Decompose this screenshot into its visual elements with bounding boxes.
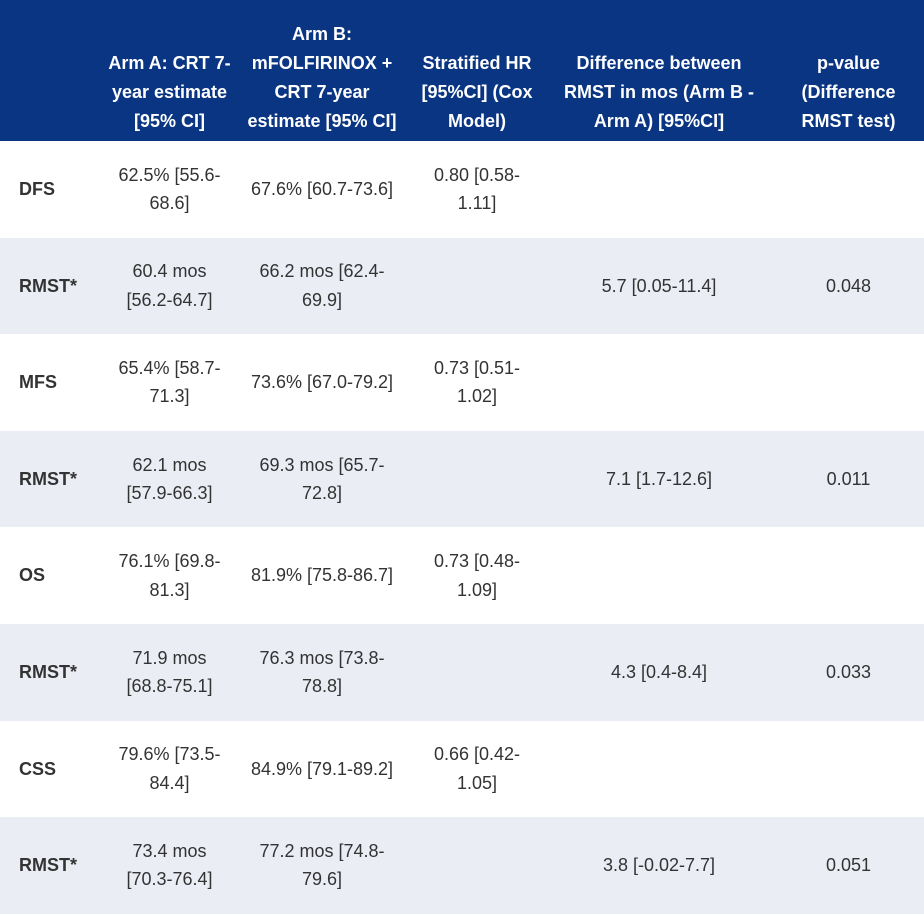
table-row: MFS 65.4% [58.7-71.3] 73.6% [67.0-79.2] … xyxy=(0,334,924,431)
cell-hr: 0.66 [0.42-1.05] xyxy=(433,744,521,793)
cell-endpoint: OS xyxy=(19,565,46,586)
table-row: OS 76.1% [69.8-81.3] 81.9% [75.8-86.7] 0… xyxy=(0,527,924,624)
header-row: Arm A: CRT 7-year estimate [95% CI] Arm … xyxy=(0,0,924,141)
cell-endpoint: RMST* xyxy=(19,855,77,876)
cell-arm-a: 76.1% [69.8-81.3] xyxy=(118,551,221,600)
table-row: RMST* 71.9 mos [68.8-75.1] 76.3 mos [73.… xyxy=(0,623,924,721)
table-row: RMST* 60.4 mos [56.2-64.7] 66.2 mos [62.… xyxy=(0,237,924,335)
cell-arm-a: 60.4 mos [56.2-64.7] xyxy=(126,261,213,310)
cell-p-value xyxy=(773,141,924,238)
table-row: RMST* 62.1 mos [57.9-66.3] 69.3 mos [65.… xyxy=(0,430,924,528)
cell-rmst-difference: 5.7 [0.05-11.4] xyxy=(601,275,717,296)
table-row: CSS 79.6% [73.5-84.4] 84.9% [79.1-89.2] … xyxy=(0,720,924,818)
cell-endpoint: DFS xyxy=(19,179,55,200)
cell-p-value xyxy=(773,721,924,818)
cell-arm-a: 71.9 mos [68.8-75.1] xyxy=(126,647,213,697)
cell-hr xyxy=(409,238,545,335)
cell-arm-b: 77.2 mos [74.8-79.6] xyxy=(259,840,385,890)
cell-arm-b: 81.9% [75.8-86.7] xyxy=(250,565,394,586)
cell-arm-a: 65.4% [58.7-71.3] xyxy=(118,357,221,407)
cell-p-value: 0.051 xyxy=(825,855,872,876)
cell-p-value: 0.033 xyxy=(825,662,872,683)
cell-p-value: 0.011 xyxy=(826,468,871,489)
cell-arm-b: 76.3 mos [73.8-78.8] xyxy=(259,647,385,697)
cell-rmst-difference: 4.3 [0.4-8.4] xyxy=(610,662,708,683)
cell-hr: 0.73 [0.48-1.09] xyxy=(433,551,521,600)
header-cell-arm-b: Arm B: mFOLFIRINOX + CRT 7-year estimate… xyxy=(235,0,409,141)
cell-endpoint: RMST* xyxy=(19,275,77,296)
cell-hr xyxy=(409,817,545,914)
cell-endpoint: MFS xyxy=(19,372,57,393)
cell-endpoint: CSS xyxy=(19,758,57,779)
table-row: RMST* 73.4 mos [70.3-76.4] 77.2 mos [74.… xyxy=(0,817,924,914)
cell-p-value xyxy=(773,334,924,431)
cell-arm-b: 84.9% [79.1-89.2] xyxy=(250,758,394,779)
cell-rmst-difference xyxy=(545,527,773,624)
cell-p-value xyxy=(773,527,924,624)
header-cell-p-value: p-value (Difference RMST test) xyxy=(773,0,924,141)
cell-endpoint: RMST* xyxy=(19,662,77,683)
cell-rmst-difference xyxy=(545,334,773,431)
cell-arm-a: 79.6% [73.5-84.4] xyxy=(118,744,221,793)
cell-arm-a: 62.5% [55.6-68.6] xyxy=(118,164,221,214)
cell-arm-a: 73.4 mos [70.3-76.4] xyxy=(126,840,213,890)
header-cell-rmst-difference: Difference between RMST in mos (Arm B - … xyxy=(545,0,773,141)
cell-arm-b: 67.6% [60.7-73.6] xyxy=(250,179,394,200)
header-cell-endpoint xyxy=(0,0,104,141)
cell-hr xyxy=(409,431,545,528)
cell-rmst-difference: 3.8 [-0.02-7.7] xyxy=(602,855,716,876)
cell-arm-b: 66.2 mos [62.4-69.9] xyxy=(259,261,385,310)
cell-arm-b: 69.3 mos [65.7-72.8] xyxy=(259,454,385,504)
cell-rmst-difference xyxy=(545,721,773,818)
cell-endpoint: RMST* xyxy=(19,468,77,489)
table-row: DFS 62.5% [55.6-68.6] 67.6% [60.7-73.6] … xyxy=(0,141,924,238)
cell-hr: 0.73 [0.51-1.02] xyxy=(433,357,521,407)
cell-p-value: 0.048 xyxy=(825,275,872,296)
cell-rmst-difference xyxy=(545,141,773,238)
cell-arm-b: 73.6% [67.0-79.2] xyxy=(250,372,394,393)
cell-hr: 0.80 [0.58-1.11] xyxy=(433,164,521,214)
cell-rmst-difference: 7.1 [1.7-12.6] xyxy=(605,468,713,489)
cell-arm-a: 62.1 mos [57.9-66.3] xyxy=(126,454,213,504)
header-cell-hr: Stratified HR [95%CI] (Cox Model) xyxy=(409,0,545,141)
cell-hr xyxy=(409,624,545,721)
header-cell-arm-a: Arm A: CRT 7-year estimate [95% CI] xyxy=(104,0,235,141)
